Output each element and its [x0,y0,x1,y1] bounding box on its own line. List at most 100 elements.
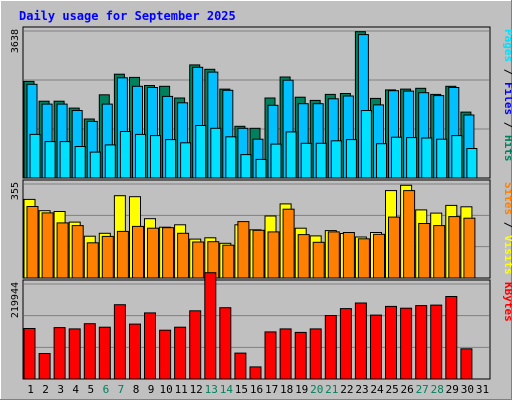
legend-entry: Sites [502,182,512,215]
bar-kbytes [174,326,187,380]
bar-sites [252,229,265,279]
day-label: 15 [235,383,248,396]
bar-kbytes [249,366,262,380]
bar-kbytes [83,323,96,380]
bar-pages [180,142,192,179]
day-label: 9 [148,383,155,396]
panel-traffic: 219944 KBytes [10,272,512,380]
bar-kbytes [445,296,458,380]
bar-sites [177,232,190,279]
bar-sites [312,241,325,279]
y-max-label: 355 [10,182,21,200]
day-label: 17 [265,383,278,396]
bar-pages [270,143,282,179]
bar-kbytes [219,307,232,380]
day-label: 21 [325,383,338,396]
legend-visitors: Sites / Visits [502,182,512,275]
bar-kbytes [144,312,156,380]
bar-sites [162,227,175,279]
bar-kbytes [354,302,367,380]
legend-entry: KBytes [502,282,512,322]
bar-sites [56,222,69,279]
bar-pages [89,151,101,179]
bar-sites [448,216,461,279]
bar-kbytes [324,315,337,380]
legend-entry: Visits [502,235,512,275]
bar-sites [463,217,476,279]
bar-kbytes [400,307,413,380]
bar-sites [342,232,355,279]
day-label: 5 [87,383,94,396]
bar-pages [300,142,312,179]
bar-kbytes [204,272,217,380]
day-label: 12 [190,383,203,396]
bar-sites [388,216,400,279]
bar-sites [71,225,84,279]
bar-kbytes [415,305,428,380]
bar-pages [210,127,222,179]
bar-kbytes [113,304,126,380]
bar-kbytes [53,327,66,380]
day-label: 6 [103,383,110,396]
bar-kbytes [98,326,111,380]
bar-kbytes [279,328,292,380]
bar-sites [26,206,39,279]
day-label: 29 [446,383,459,396]
bar-sites [222,244,235,279]
day-label: 19 [295,383,308,396]
legend-requests: Pages / Files / Hits [502,29,512,162]
legend-entry: Files [502,82,512,115]
bar-pages [29,133,41,179]
day-label: 20 [310,383,323,396]
bar-pages [285,131,297,179]
bar-kbytes [38,353,51,380]
bar-kbytes [430,304,443,380]
day-label: 30 [461,383,474,396]
bar-kbytes [189,310,202,380]
bar-pages [104,144,116,179]
bar-pages [421,137,433,179]
bar-sites [403,190,416,279]
chart-title: Daily usage for September 2025 [19,9,236,23]
day-label: 10 [159,383,172,396]
bar-kbytes [234,352,247,380]
bar-pages [406,137,418,179]
bar-sites [132,225,144,279]
bar-kbytes [370,314,382,380]
bar-pages [74,146,86,179]
bar-pages [436,138,448,179]
day-label: 25 [385,383,398,396]
bar-sites [418,223,431,279]
series-kbytes [23,272,473,380]
legend-entry: Hits [502,135,512,162]
bar-pages [225,136,237,179]
day-label: 23 [355,383,368,396]
panel-requests: 3638 Pages / Files / Hits [10,26,512,179]
day-label: 2 [42,383,49,396]
bar-pages [345,139,357,179]
bar-sites [237,221,250,279]
bar-pages [315,142,327,179]
bar-sites [116,230,129,279]
bar-pages [165,139,177,179]
bar-sites [147,227,159,279]
bar-pages [376,143,387,179]
legend-entry: / [502,115,512,135]
bar-pages [195,125,207,179]
bar-sites [101,235,114,279]
legend-entry: Pages [502,29,512,62]
bar-kbytes [129,323,141,380]
day-label: 13 [205,383,218,396]
series-files [26,34,475,179]
day-label: 8 [133,383,140,396]
bar-pages [391,136,402,179]
bar-kbytes [309,328,322,380]
bar-pages [240,154,252,179]
bar-kbytes [264,331,277,380]
y-max-label: 219944 [10,282,21,318]
legend-entry: / [502,215,512,235]
bar-kbytes [385,305,397,380]
day-label: 22 [340,383,353,396]
day-label: 1 [27,383,34,396]
